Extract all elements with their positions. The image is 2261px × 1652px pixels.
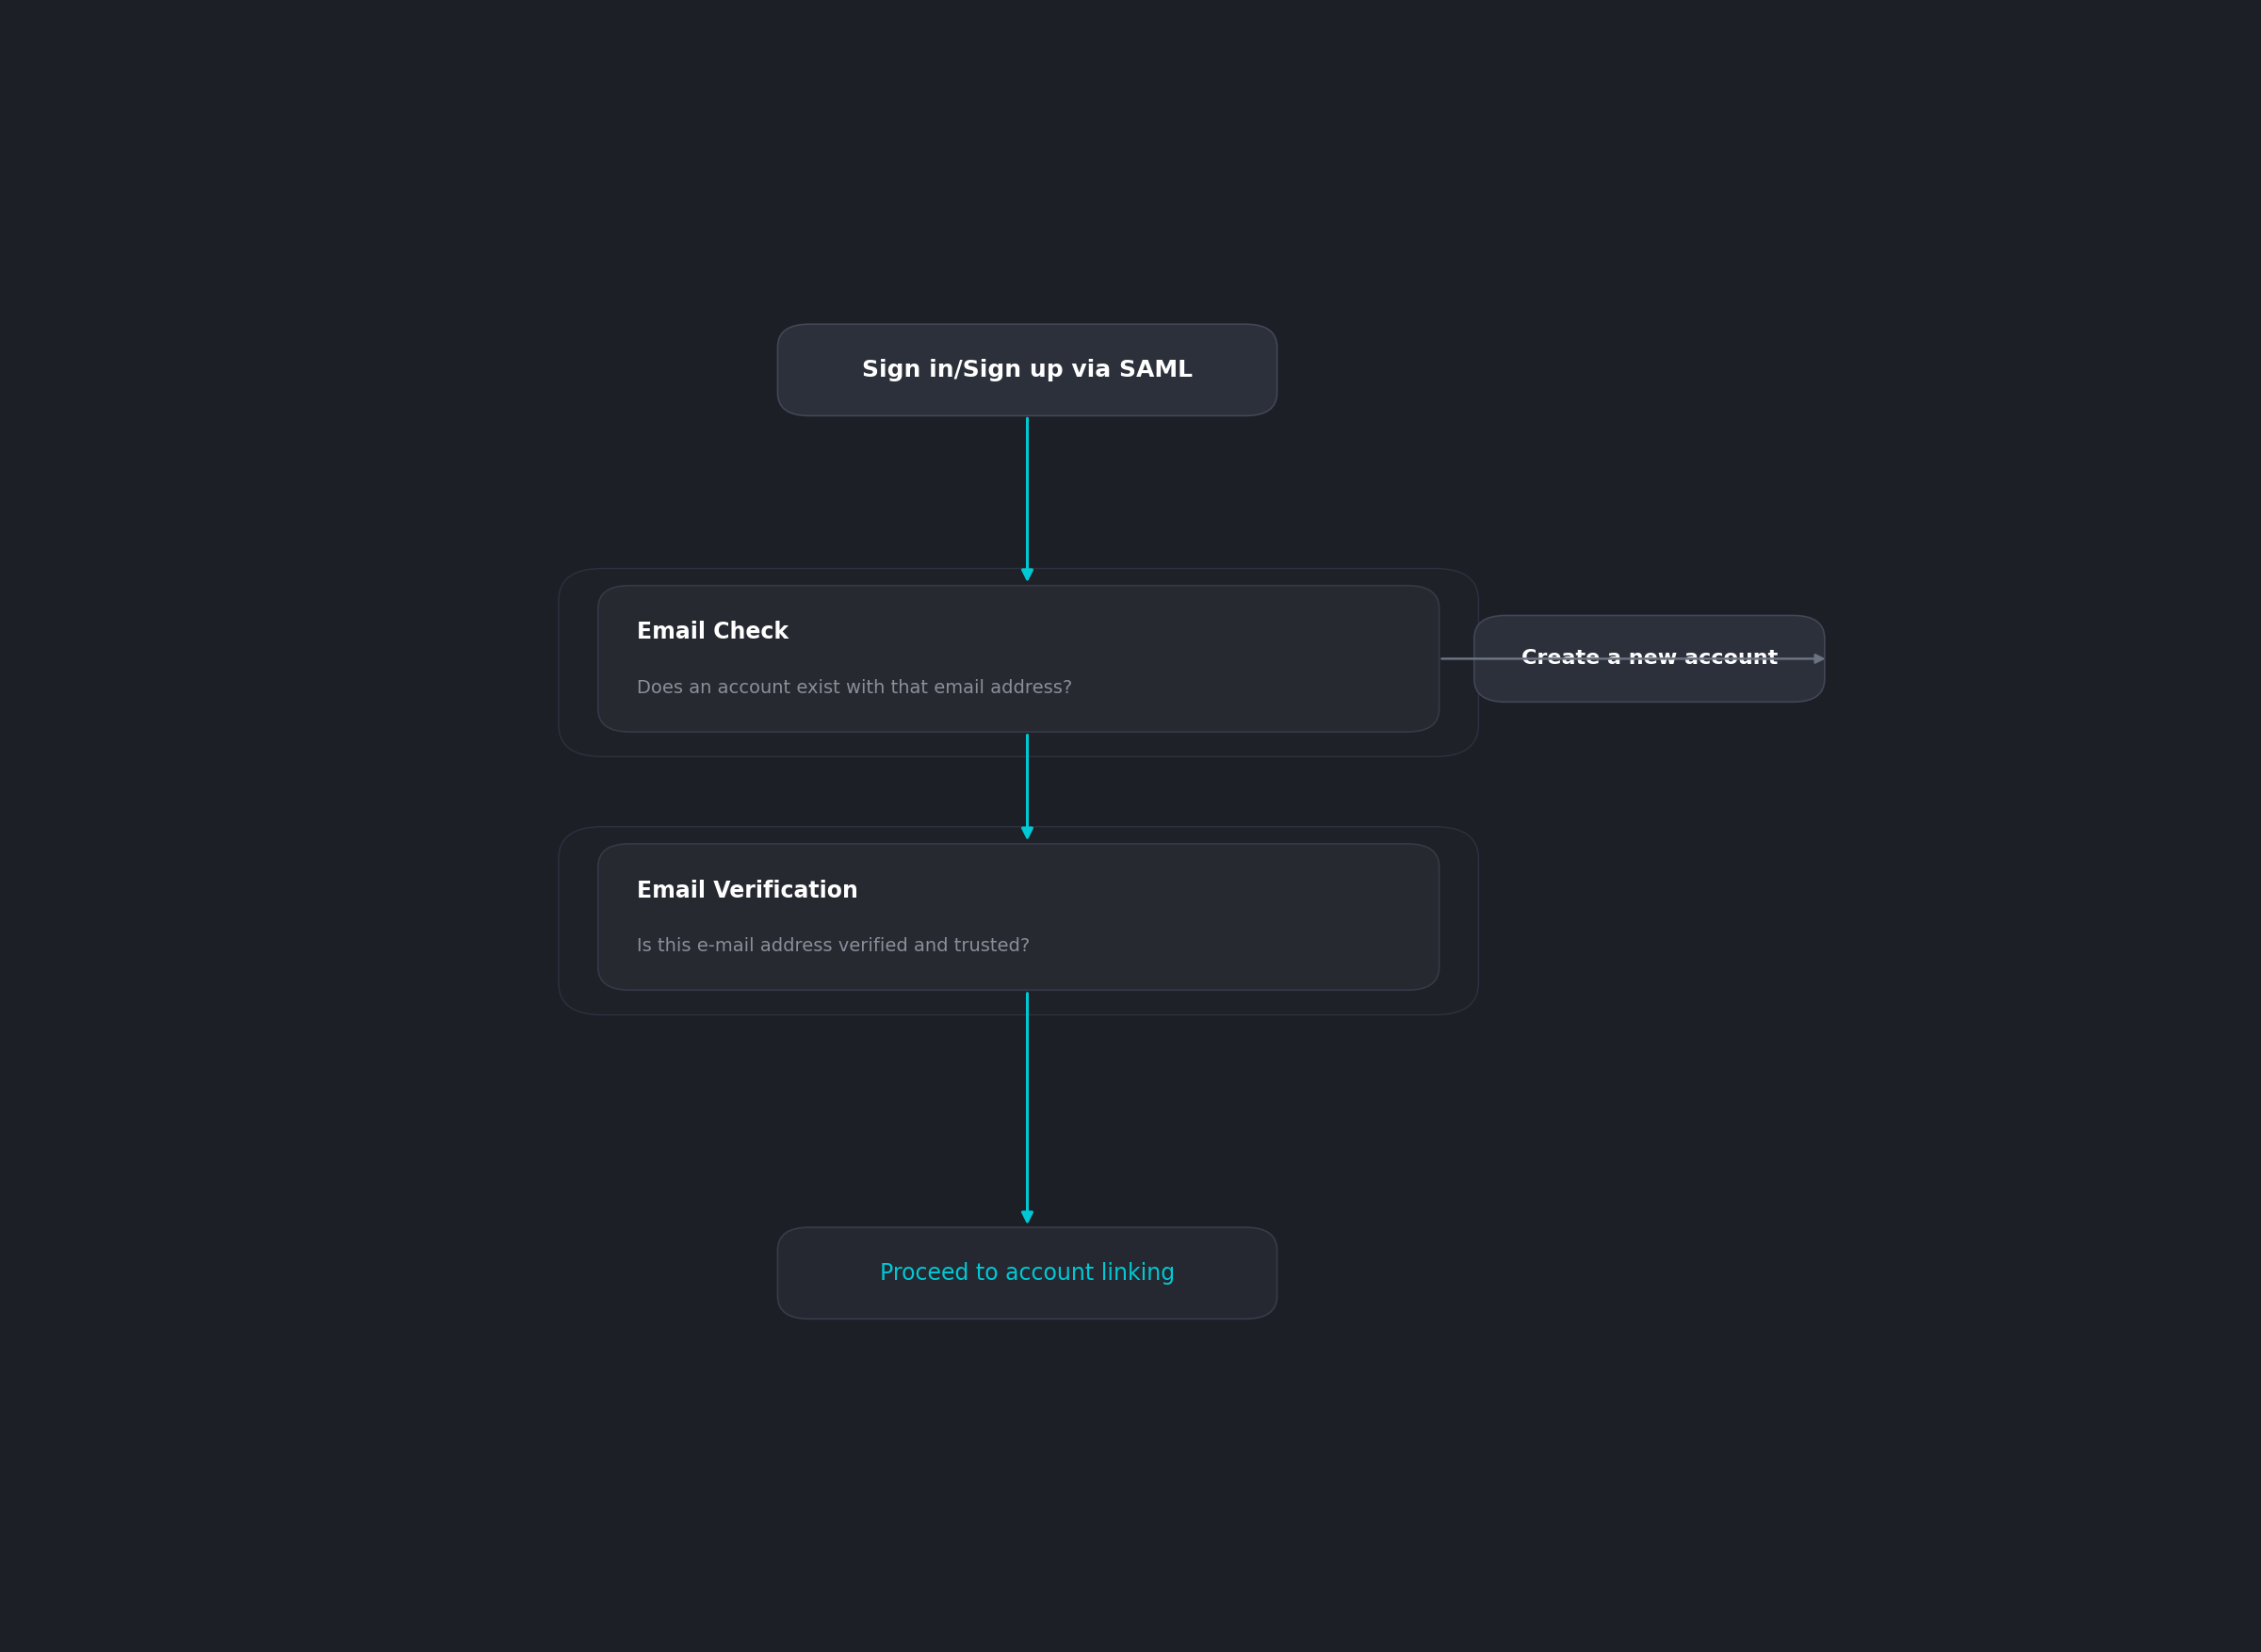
Text: Sign in/Sign up via SAML: Sign in/Sign up via SAML — [861, 358, 1194, 382]
FancyBboxPatch shape — [597, 585, 1438, 732]
Text: Email Verification: Email Verification — [638, 879, 857, 902]
Text: Does an account exist with that email address?: Does an account exist with that email ad… — [638, 679, 1072, 697]
Text: Is this e-mail address verified and trusted?: Is this e-mail address verified and trus… — [638, 937, 1029, 955]
FancyBboxPatch shape — [778, 324, 1277, 416]
FancyBboxPatch shape — [778, 1227, 1277, 1318]
Text: Email Check: Email Check — [638, 621, 789, 644]
FancyBboxPatch shape — [597, 844, 1438, 990]
FancyBboxPatch shape — [558, 826, 1479, 1014]
Text: Proceed to account linking: Proceed to account linking — [880, 1262, 1176, 1284]
FancyBboxPatch shape — [1474, 616, 1825, 702]
Text: Create a new account: Create a new account — [1522, 649, 1777, 667]
FancyBboxPatch shape — [558, 568, 1479, 757]
